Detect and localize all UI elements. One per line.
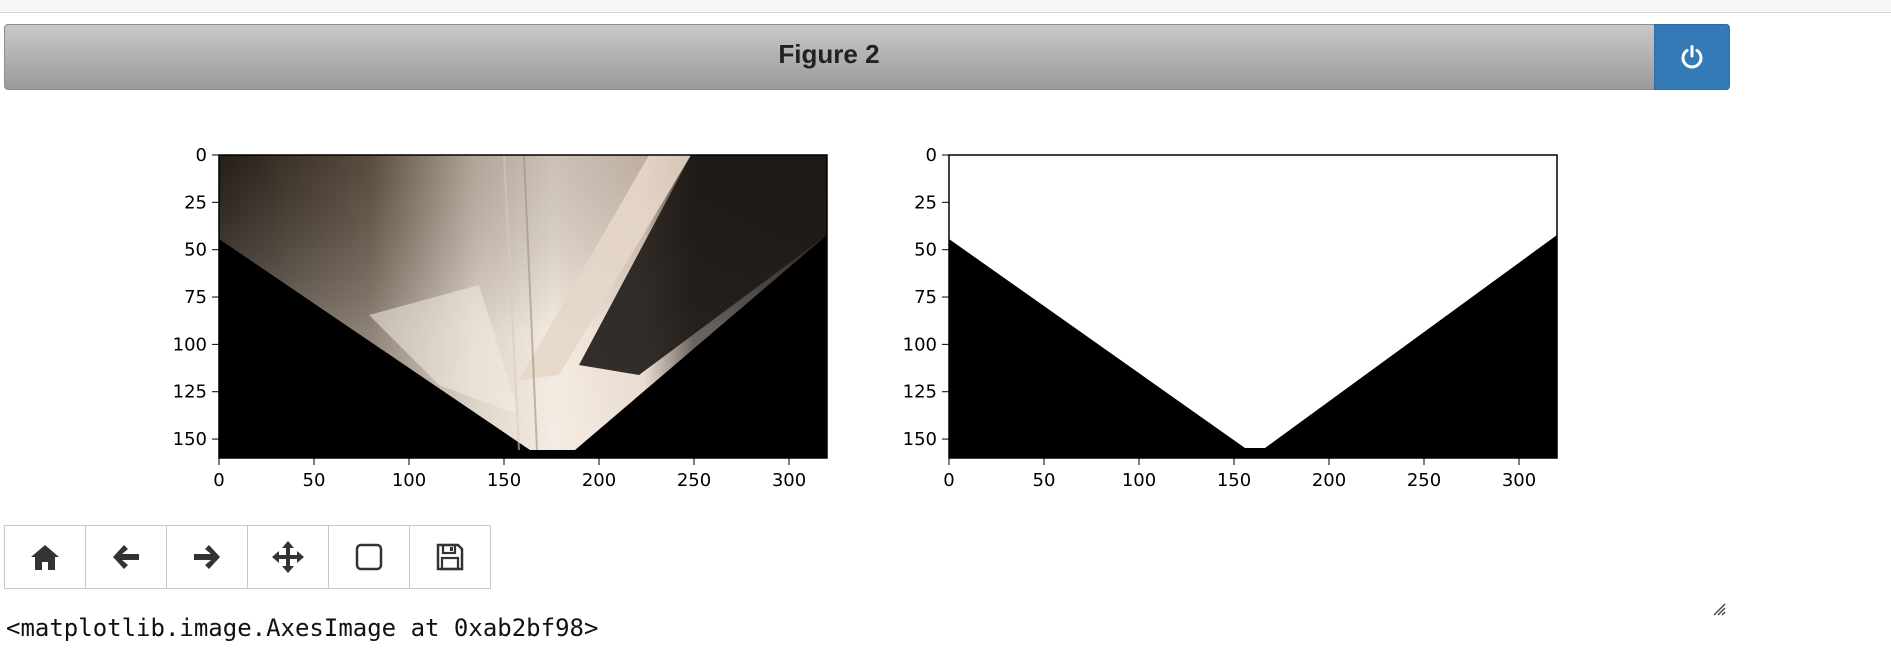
binary-mask-image [949,155,1557,458]
figure-plots: 0 25 50 75 100 125 150 0 50 100 150 200 250 300 0 25 5… [173,145,1558,491]
left-y-axis: 0 25 50 75 100 125 150 [173,145,219,450]
x-tick-label: 0 [213,470,224,491]
left-x-axis: 0 50 100 150 200 250 300 [213,458,806,491]
x-tick-label: 300 [772,470,806,491]
x-tick-label: 200 [1312,470,1346,491]
y-tick-label: 150 [173,429,207,450]
navigation-toolbar [4,525,491,589]
x-tick-label: 0 [943,470,954,491]
square-icon [355,543,383,571]
save-button[interactable] [409,525,491,589]
home-icon [31,545,59,570]
y-tick-label: 0 [926,145,937,166]
y-tick-label: 125 [173,382,207,403]
resize-handle-icon[interactable] [1710,600,1726,616]
power-button[interactable] [1654,24,1730,90]
arrow-right-icon [194,545,220,569]
x-tick-label: 200 [582,470,616,491]
y-tick-label: 125 [903,382,937,403]
figure-titlebar: Figure 2 [4,24,1730,90]
y-tick-label: 0 [196,145,207,166]
figure-title: Figure 2 [778,39,880,69]
y-tick-label: 75 [914,287,937,308]
right-plot: 0 25 50 75 100 125 150 0 50 100 150 200 250 300 [903,145,1558,491]
x-tick-label: 150 [1217,470,1251,491]
floppy-icon [436,543,464,571]
right-x-axis: 0 50 100 150 200 250 300 [943,458,1536,491]
zoom-button[interactable] [328,525,410,589]
x-tick-label: 250 [1407,470,1441,491]
cell-output: <matplotlib.image.AxesImage at 0xab2bf98… [6,614,599,642]
home-button[interactable] [4,525,86,589]
right-y-axis: 0 25 50 75 100 125 150 [903,145,949,450]
y-tick-label: 50 [184,240,207,261]
y-tick-label: 25 [914,192,937,213]
pan-button[interactable] [247,525,329,589]
move-icon [272,541,304,573]
forward-button[interactable] [166,525,248,589]
x-tick-label: 50 [1033,470,1056,491]
x-tick-label: 300 [1502,470,1536,491]
power-icon [1681,45,1703,69]
y-tick-label: 150 [903,429,937,450]
y-tick-label: 25 [184,192,207,213]
warped-road-image [219,155,827,458]
y-tick-label: 50 [914,240,937,261]
y-tick-label: 75 [184,287,207,308]
left-plot: 0 25 50 75 100 125 150 0 50 100 150 200 250 300 [173,145,828,491]
back-button[interactable] [85,525,167,589]
y-tick-label: 100 [173,334,207,355]
figure-canvas[interactable]: 0 25 50 75 100 125 150 0 50 100 150 200 250 300 0 25 5… [4,100,1730,616]
x-tick-label: 150 [487,470,521,491]
x-tick-label: 50 [303,470,326,491]
x-tick-label: 100 [1122,470,1156,491]
y-tick-label: 100 [903,334,937,355]
x-tick-label: 250 [677,470,711,491]
arrow-left-icon [113,545,139,569]
browser-top-edge [0,0,1891,13]
x-tick-label: 100 [392,470,426,491]
